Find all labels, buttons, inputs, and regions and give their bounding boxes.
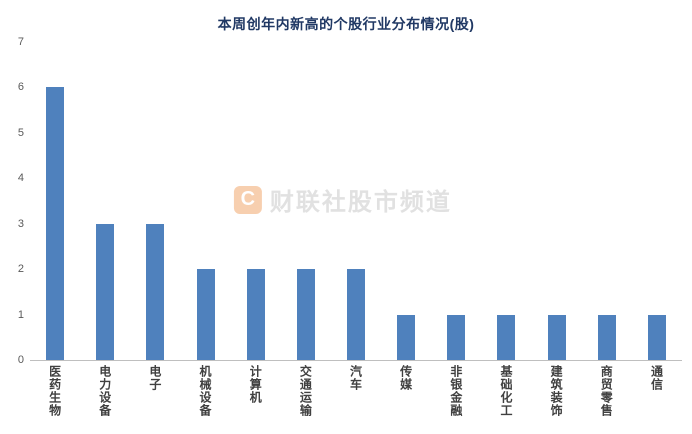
bar (547, 314, 566, 360)
bar (647, 314, 666, 360)
bar-space (246, 42, 265, 360)
chart-title: 本周创年内新高的个股行业分布情况(股) (217, 16, 475, 32)
bar (96, 223, 115, 360)
y-tick-label: 6 (17, 81, 24, 94)
x-tick-label: 商贸零售 (599, 365, 614, 417)
bar-column: 交通运输 (281, 42, 331, 434)
bar-space (547, 42, 566, 360)
bar-column: 通信 (632, 42, 682, 434)
bar-space (497, 42, 516, 360)
bar (296, 269, 315, 360)
x-tick-label: 汽车 (348, 365, 363, 391)
x-tick-label: 机械设备 (198, 365, 213, 417)
y-tick-label: 5 (17, 126, 24, 139)
x-tick-label: 传媒 (398, 365, 413, 391)
x-tick-label: 建筑装饰 (549, 365, 564, 417)
bars-row: 医药生物 电力设备 电子 机械设备 计算机 交通运输 汽车 传媒 非银金融 基础化工 建筑装饰 商贸零… (30, 42, 682, 434)
bar-space (447, 42, 466, 360)
bar-space (196, 42, 215, 360)
x-tick-label: 电力设备 (97, 365, 112, 417)
bar (447, 314, 466, 360)
bar-column: 计算机 (231, 42, 281, 434)
y-tick-label: 4 (17, 172, 24, 185)
bar-column: 汽车 (331, 42, 381, 434)
bar (46, 87, 65, 360)
bar-space (397, 42, 416, 360)
bar-column: 基础化工 (481, 42, 531, 434)
bar (397, 314, 416, 360)
bar (597, 314, 616, 360)
bar-column: 电子 (130, 42, 180, 434)
bar-space (46, 42, 65, 360)
bar-column: 医药生物 (30, 42, 80, 434)
y-tick-label: 0 (17, 354, 24, 366)
bar-space (146, 42, 165, 360)
bar-column: 机械设备 (180, 42, 230, 434)
x-tick-label: 通信 (649, 365, 664, 391)
plot-area: C 财联社股市频道 医药生物 电力设备 电子 机械设备 计算机 交通运输 汽车 传媒 非银金融基… (30, 42, 682, 434)
y-tick-label: 1 (17, 308, 24, 321)
bar-space (597, 42, 616, 360)
bar-column: 建筑装饰 (532, 42, 582, 434)
bar-column: 商贸零售 (582, 42, 632, 434)
bar-space (647, 42, 666, 360)
bar (196, 269, 215, 360)
x-tick-label: 基础化工 (498, 365, 513, 417)
x-tick-label: 非银金融 (448, 365, 463, 417)
bar-space (347, 42, 366, 360)
x-tick-label: 交通运输 (298, 365, 313, 417)
y-axis: 7 6 5 4 3 2 1 0 (8, 36, 30, 366)
y-tick-label: 3 (17, 217, 24, 230)
y-tick-label: 2 (17, 263, 24, 276)
bar-space (96, 42, 115, 360)
x-tick-label: 计算机 (248, 365, 263, 404)
x-tick-label: 电子 (147, 365, 162, 391)
x-axis-line (30, 360, 682, 361)
bar (347, 269, 366, 360)
bar (497, 314, 516, 360)
bar-column: 电力设备 (80, 42, 130, 434)
y-tick-label: 7 (17, 36, 24, 48)
bar-column: 传媒 (381, 42, 431, 434)
bar (146, 223, 165, 360)
bar-space (296, 42, 315, 360)
bar-column: 非银金融 (431, 42, 481, 434)
x-tick-label: 医药生物 (47, 365, 62, 417)
bar (246, 269, 265, 360)
